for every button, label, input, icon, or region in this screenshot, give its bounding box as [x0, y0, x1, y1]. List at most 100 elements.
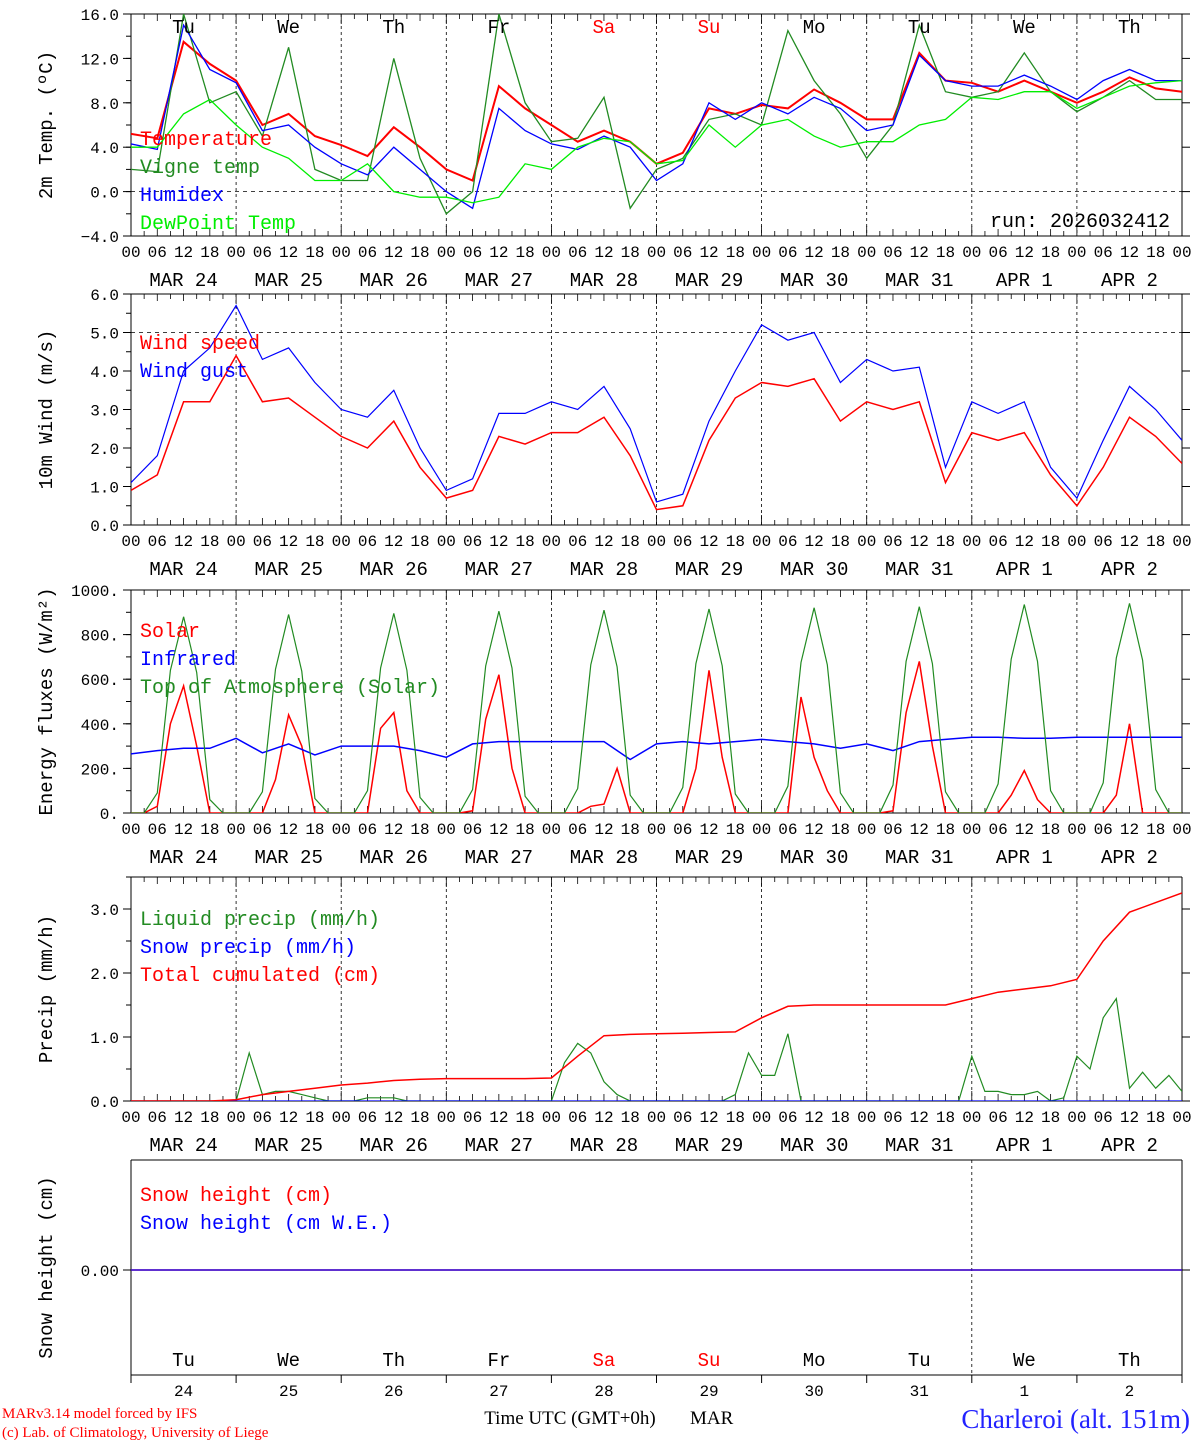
- date-label: APR 2: [1101, 270, 1158, 292]
- hour-label: 00: [437, 821, 456, 839]
- y-tick-label: 400.: [81, 717, 119, 735]
- date-label: MAR 29: [675, 847, 743, 869]
- hour-label: 18: [831, 244, 850, 262]
- hour-label: 00: [226, 821, 245, 839]
- date-label: MAR 25: [254, 1135, 322, 1157]
- hour-label: 00: [1067, 1109, 1086, 1127]
- hour-label: 12: [594, 1109, 613, 1127]
- legend-entry: Humidex: [140, 185, 224, 208]
- lab-credit: (c) Lab. of Climatology, University of L…: [2, 1425, 269, 1440]
- weekday-label: Th: [382, 1350, 405, 1372]
- hour-label: 00: [752, 533, 771, 551]
- hour-label: 12: [594, 244, 613, 262]
- date-label: MAR 25: [254, 559, 322, 581]
- hour-label: 00: [752, 1109, 771, 1127]
- date-label: MAR 30: [780, 1135, 848, 1157]
- hour-label: 18: [1041, 244, 1060, 262]
- hour-label: 18: [1041, 533, 1060, 551]
- legend-entry: Solar: [140, 621, 200, 644]
- hour-label: 06: [463, 821, 482, 839]
- hour-label: 12: [489, 244, 508, 262]
- hour-label: 06: [568, 244, 587, 262]
- date-label: MAR 24: [149, 1135, 217, 1157]
- hour-label: 12: [1015, 1109, 1034, 1127]
- panel-5: 0.00 Snow height (cm) Snow height (cm) Snow…: [36, 1159, 1190, 1401]
- hour-label: 06: [358, 244, 377, 262]
- panel-4: 0.0 1.0 2.0 3.0 Precip (mm/h) Liquid precip (…: [36, 876, 1192, 1157]
- y-tick-label: 3.0: [90, 902, 119, 920]
- date-label: MAR 30: [780, 559, 848, 581]
- legend-entry: Top of Atmosphere (Solar): [140, 677, 440, 700]
- hour-label: 06: [673, 821, 692, 839]
- hour-label: 12: [910, 533, 929, 551]
- hour-label: 06: [778, 821, 797, 839]
- date-label: APR 2: [1101, 1135, 1158, 1157]
- date-label: MAR 28: [570, 270, 638, 292]
- hour-label: 00: [1172, 821, 1191, 839]
- weekday-label: Tu: [908, 1350, 931, 1372]
- y-axis-title: Precip (mm/h): [36, 915, 58, 1063]
- date-label: MAR 31: [885, 559, 953, 581]
- hour-label: 12: [594, 533, 613, 551]
- day-number-label: 24: [174, 1383, 193, 1401]
- series-line-wind-gust: [131, 304, 1182, 503]
- hour-label: 12: [1120, 533, 1139, 551]
- hour-label: 00: [962, 821, 981, 839]
- weekday-label: Sa: [593, 1350, 616, 1372]
- date-label: MAR 29: [675, 270, 743, 292]
- hour-label: 00: [1172, 1109, 1191, 1127]
- hour-label: 18: [831, 821, 850, 839]
- hour-label: 12: [805, 244, 824, 262]
- hour-label: 06: [148, 244, 167, 262]
- hour-label: 06: [148, 1109, 167, 1127]
- y-tick-label: 0.0: [90, 1094, 119, 1112]
- hour-label: 18: [305, 533, 324, 551]
- y-axis-title: 10m Wind (m/s): [36, 330, 58, 490]
- date-label: MAR 24: [149, 270, 217, 292]
- hour-label: 12: [279, 1109, 298, 1127]
- y-tick-label: 0.00: [81, 1263, 119, 1281]
- legend-entry: Total cumulated (cm): [140, 965, 380, 988]
- legend-entry: Snow height (cm): [140, 1185, 332, 1208]
- model-credit: MARv3.14 model forced by IFS: [2, 1406, 197, 1422]
- y-axis-title: Energy fluxes (W/m²): [36, 587, 58, 815]
- hour-label: 00: [647, 533, 666, 551]
- hour-label: 18: [726, 244, 745, 262]
- y-tick-label: 1.0: [90, 480, 119, 498]
- weekday-label: Mo: [803, 1350, 826, 1372]
- day-number-label: 30: [805, 1383, 824, 1401]
- y-tick-label: 16.0: [81, 7, 119, 25]
- hour-label: 18: [831, 1109, 850, 1127]
- legend-entry: Snow height (cm W.E.): [140, 1213, 392, 1236]
- x-axis-title: Time UTC (GMT+0h): [484, 1408, 656, 1429]
- hour-label: 06: [778, 533, 797, 551]
- hour-label: 18: [410, 533, 429, 551]
- hour-label: 12: [1015, 821, 1034, 839]
- hour-label: 06: [568, 821, 587, 839]
- date-label: MAR 27: [465, 559, 533, 581]
- hour-label: 06: [568, 1109, 587, 1127]
- hour-label: 18: [200, 821, 219, 839]
- hour-label: 00: [647, 821, 666, 839]
- day-number-label: 29: [699, 1383, 718, 1401]
- hour-label: 06: [358, 821, 377, 839]
- y-axis-title: Snow height (cm): [36, 1176, 58, 1358]
- hour-label: 00: [437, 1109, 456, 1127]
- hour-label: 12: [384, 821, 403, 839]
- series-line-solar: [131, 661, 1182, 813]
- legend-entry: Wind gust: [140, 361, 248, 384]
- hour-label: 06: [463, 1109, 482, 1127]
- hour-label: 06: [883, 1109, 902, 1127]
- run-label: run: 2026032412: [990, 211, 1170, 234]
- y-tick-label: 0.0: [90, 518, 119, 536]
- day-number-label: 27: [489, 1383, 508, 1401]
- weekday-label: Tu: [172, 17, 195, 39]
- hour-label: 00: [647, 244, 666, 262]
- hour-label: 12: [1120, 1109, 1139, 1127]
- hour-label: 06: [988, 244, 1007, 262]
- y-tick-label: 6.0: [90, 287, 119, 305]
- y-tick-label: 2.0: [90, 441, 119, 459]
- hour-label: 12: [1015, 244, 1034, 262]
- weekday-label: We: [1013, 1350, 1036, 1372]
- hour-label: 12: [1120, 821, 1139, 839]
